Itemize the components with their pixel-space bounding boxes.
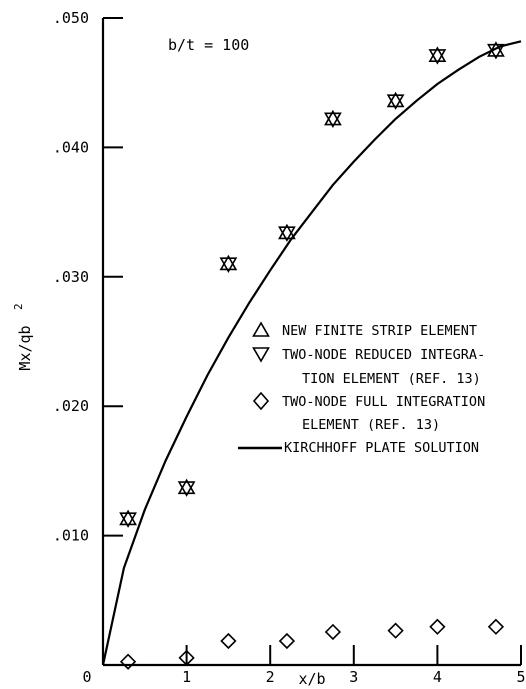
- legend-label-kirchhoff: KIRCHHOFF PLATE SOLUTION: [284, 440, 479, 456]
- x-tick-label: 2: [266, 668, 275, 686]
- legend-label-new-finite-strip: NEW FINITE STRIP ELEMENT: [282, 323, 477, 339]
- legend-label-reduced-integration-line2: TION ELEMENT (REF. 13): [302, 371, 481, 387]
- y-ticks: .010 .020 .030 .040 .050: [53, 9, 123, 545]
- y-axis-label: Mx/qb: [16, 325, 34, 370]
- x-tick-label: 3: [349, 668, 358, 686]
- triangle-down-marker: [386, 94, 405, 110]
- triangle-down-marker: [278, 226, 296, 242]
- x-axis-label: x/b: [298, 670, 325, 688]
- y-tick-label: .050: [53, 9, 89, 27]
- diamond-marker: [119, 653, 137, 670]
- diamond-marker: [278, 632, 296, 650]
- triangle-down-marker: [324, 112, 342, 129]
- diamond-marker: [487, 618, 505, 635]
- y-tick-label: .040: [53, 138, 89, 156]
- diamond-marker: [429, 618, 446, 635]
- y-axis-label-superscript: 2: [12, 303, 25, 310]
- y-tick-label: .030: [53, 268, 89, 286]
- legend-item-kirchhoff: KIRCHHOFF PLATE SOLUTION: [238, 440, 479, 456]
- triangle-down-marker: [487, 43, 505, 60]
- x-ticks: 0 1 2 3 4 5: [82, 645, 526, 686]
- triangle-up-marker: [278, 223, 296, 240]
- triangle-up-marker: [177, 478, 196, 495]
- diamond-marker: [220, 632, 237, 650]
- legend-label-reduced-integration-line1: TWO-NODE REDUCED INTEGRA-: [282, 347, 485, 363]
- annotation-b-t: b/t = 100: [168, 36, 249, 54]
- triangle-up-marker: [428, 46, 447, 62]
- triangle-down-marker: [177, 481, 196, 497]
- legend-label-full-integration-line1: TWO-NODE FULL INTEGRATION: [282, 394, 485, 410]
- diamond-marker: [178, 649, 195, 666]
- triangle-up-marker: [119, 509, 137, 526]
- x-tick-label: 5: [516, 668, 525, 686]
- legend-triangle-up-marker: [252, 321, 270, 337]
- legend-label-full-integration-line2: ELEMENT (REF. 13): [302, 417, 440, 433]
- y-tick-label: .020: [53, 397, 89, 415]
- triangle-down-marker: [219, 257, 238, 273]
- data-markers: [119, 41, 505, 670]
- kirchhoff-plate-solution-line: [101, 40, 522, 666]
- legend-triangle-down-marker: [252, 347, 270, 363]
- legend: NEW FINITE STRIP ELEMENT TWO-NODE REDUCE…: [238, 321, 485, 456]
- triangle-up-marker: [324, 109, 342, 126]
- diamond-marker: [387, 622, 404, 639]
- x-tick-label: 4: [433, 668, 442, 686]
- triangle-down-marker: [119, 512, 137, 528]
- triangle-up-marker: [386, 91, 405, 108]
- y-axis-label-group: Mx/qb 2: [12, 303, 34, 370]
- legend-item-reduced-integration: TWO-NODE REDUCED INTEGRA- TION ELEMENT (…: [252, 347, 485, 387]
- x-tick-label: 1: [182, 668, 191, 686]
- legend-item-full-integration: TWO-NODE FULL INTEGRATION ELEMENT (REF. …: [252, 391, 485, 433]
- diamond-marker: [324, 623, 342, 641]
- legend-diamond-marker: [252, 391, 270, 411]
- triangle-up-marker: [487, 41, 505, 57]
- y-tick-label: .010: [53, 527, 89, 545]
- x-tick-label: 0: [82, 668, 91, 686]
- triangle-down-marker: [428, 49, 447, 65]
- legend-item-new-finite-strip: NEW FINITE STRIP ELEMENT: [252, 321, 477, 339]
- triangle-up-marker: [219, 254, 238, 271]
